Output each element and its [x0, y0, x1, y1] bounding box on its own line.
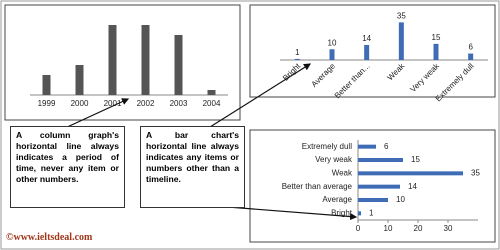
x-tick-label: 20 — [414, 224, 423, 233]
bar — [364, 44, 370, 60]
x-tick-label: 1999 — [38, 99, 56, 108]
bar — [174, 35, 183, 95]
bar — [329, 49, 335, 60]
data-label: 1 — [369, 208, 374, 217]
data-label: 15 — [411, 155, 420, 164]
x-tick-label: 10 — [384, 224, 393, 233]
bar — [75, 65, 84, 95]
bar — [358, 211, 361, 216]
y-tick-label: Weak — [332, 168, 353, 177]
bar — [398, 22, 404, 60]
data-label: 10 — [396, 195, 405, 204]
data-label: 35 — [397, 11, 406, 20]
x-tick-label: 2004 — [203, 99, 221, 108]
y-tick-label: Extremely dull — [302, 142, 352, 151]
data-label: 10 — [328, 38, 337, 47]
y-tick-label: Average — [322, 195, 352, 204]
x-tick-label: 2003 — [170, 99, 188, 108]
bar — [358, 171, 463, 176]
y-tick-label: Bright — [331, 208, 353, 217]
y-tick-label: Better than average — [282, 182, 353, 191]
x-tick-label: 30 — [444, 224, 453, 233]
bar — [358, 144, 376, 149]
bar — [141, 25, 150, 95]
arrow — [209, 63, 312, 128]
bar — [468, 53, 474, 60]
data-label: 14 — [408, 182, 417, 191]
note: A bar chart's horizontal line always ind… — [140, 126, 245, 208]
x-tick-label: 0 — [356, 224, 361, 233]
chart-frame — [249, 4, 496, 98]
arrow — [64, 98, 130, 129]
bar — [358, 184, 400, 189]
x-tick-label: 2000 — [71, 99, 89, 108]
note: A column graph's horizontal line always … — [10, 126, 125, 208]
bar — [433, 43, 439, 60]
y-tick-label: Very weak — [315, 155, 353, 164]
x-tick-label: 2002 — [137, 99, 155, 108]
bar — [294, 58, 300, 60]
data-label: 6 — [384, 142, 389, 151]
data-label: 14 — [362, 34, 371, 43]
data-label: 15 — [432, 33, 441, 42]
data-label: 1 — [295, 48, 300, 57]
bar — [108, 25, 117, 95]
bar — [358, 158, 403, 162]
data-label: 35 — [471, 168, 480, 177]
data-label: 6 — [468, 43, 473, 52]
credit: ©www.ieltsdeal.com — [6, 232, 93, 243]
bar — [358, 198, 388, 202]
bar — [42, 75, 51, 95]
bar — [207, 90, 216, 95]
x-tick-label: 2001 — [104, 99, 122, 108]
